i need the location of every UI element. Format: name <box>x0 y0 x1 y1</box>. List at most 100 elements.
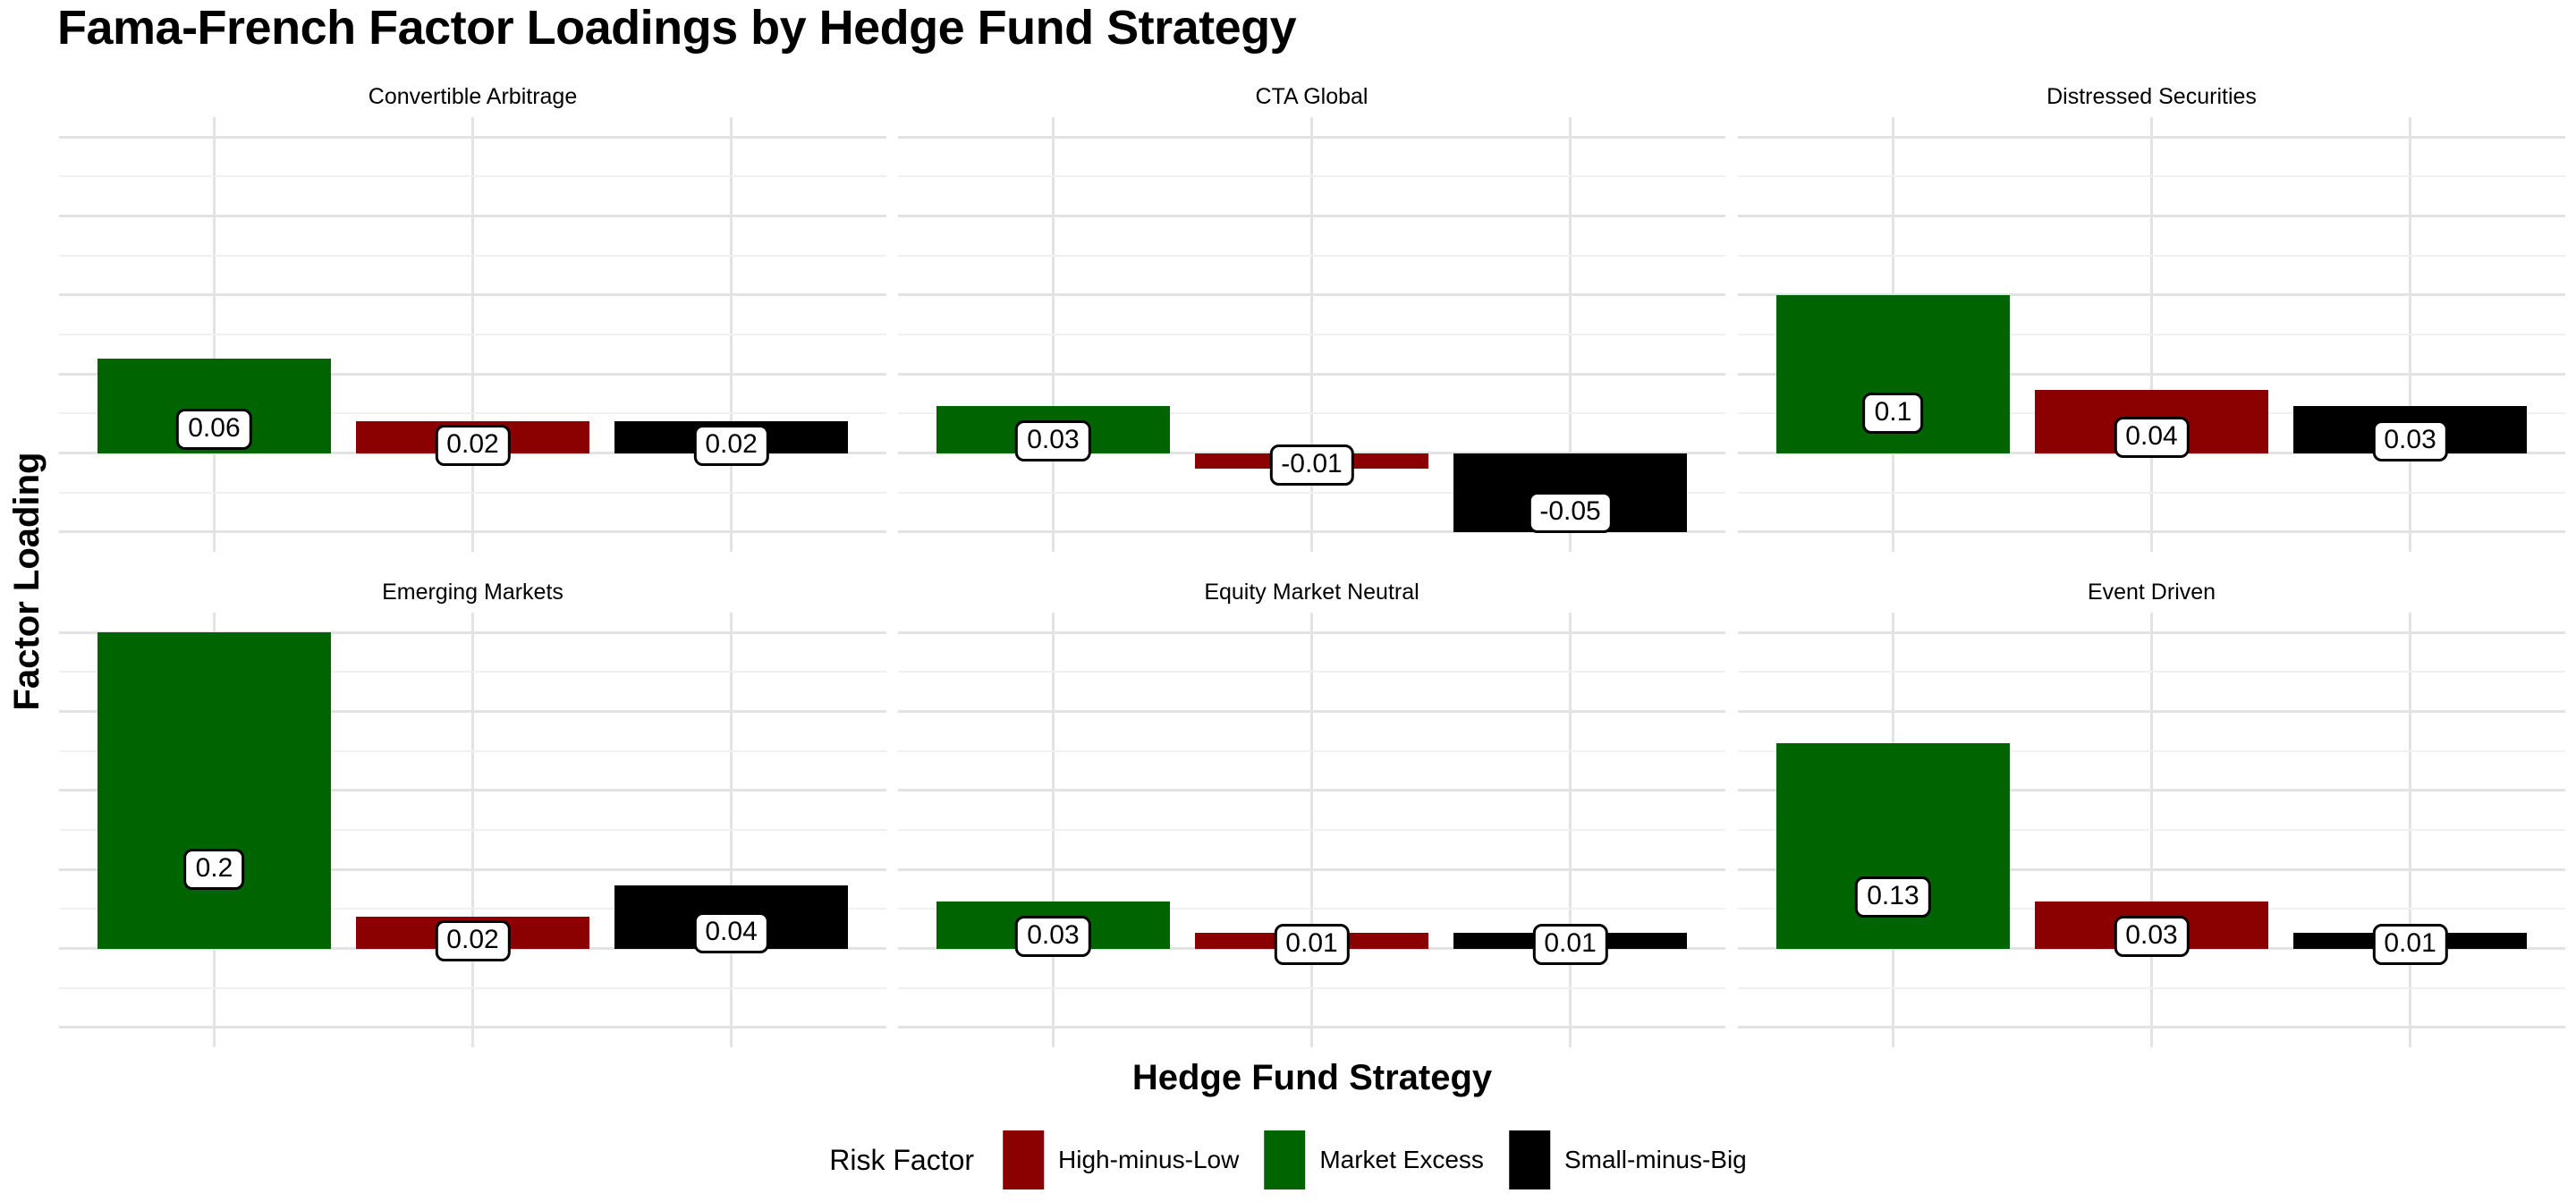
legend-title: Risk Factor <box>829 1143 975 1176</box>
gridline-major <box>898 530 1725 534</box>
facet-panel-distressed-securities: 0.1 0.04 0.03 <box>1738 117 2565 552</box>
facet-panel-emerging-markets: 0.2 0.02 0.04 <box>59 613 886 1047</box>
gridline-major <box>898 214 1725 217</box>
legend-swatch-small-minus-big <box>1508 1130 1550 1189</box>
legend-label: Market Excess <box>1319 1146 1484 1173</box>
gridline-minor <box>59 749 886 752</box>
gridline-minor <box>59 491 886 494</box>
gridline-major <box>59 789 886 792</box>
legend-item-small-minus-big: Small-minus-Big <box>1508 1130 1747 1189</box>
gridline-minor <box>1738 175 2565 178</box>
x-axis-title: Hedge Fund Strategy <box>1131 1058 1493 1097</box>
gridline-minor <box>898 254 1725 257</box>
bar-value-label: 0.1 <box>1862 393 1924 435</box>
facet-panel-convertible-arbitrage: 0.06 0.02 0.02 <box>59 117 886 552</box>
facet-title-equity-market-neutral: Equity Market Neutral <box>1204 580 1419 605</box>
gridline-minor <box>59 175 886 178</box>
gridline-major <box>898 135 1725 139</box>
gridline-minor <box>59 671 886 673</box>
gridline-major <box>1738 868 2565 871</box>
gridline-major <box>1738 1026 2565 1029</box>
bar-market-excess <box>97 632 331 949</box>
bar-value-label: 0.03 <box>2114 916 2190 958</box>
gridline-minor <box>1738 829 2565 831</box>
gridline-minor <box>1738 986 2565 989</box>
bar-value-label: 0.02 <box>435 919 511 961</box>
legend-swatch-market-excess <box>1264 1130 1306 1189</box>
bar-value-label: 0.03 <box>1015 420 1091 462</box>
facet-panel-cta-global: 0.03 -0.01 -0.05 <box>898 117 1725 552</box>
gridline-minor <box>59 829 886 831</box>
gridline-minor <box>1738 749 2565 752</box>
gridline-minor <box>898 334 1725 335</box>
gridline-major <box>59 214 886 217</box>
gridline-major <box>1738 214 2565 217</box>
bar-value-label: 0.01 <box>1274 924 1350 966</box>
gridline-major <box>59 530 886 534</box>
bar-value-label: 0.04 <box>693 911 769 953</box>
gridline-major <box>59 709 886 713</box>
gridline-major <box>898 1026 1725 1029</box>
facet-title-cta-global: CTA Global <box>1255 84 1368 109</box>
gridline-major <box>898 709 1725 713</box>
gridline-minor <box>898 986 1725 989</box>
gridline-major <box>59 868 886 871</box>
legend-item-market-excess: Market Excess <box>1264 1130 1484 1189</box>
gridline-major <box>1738 135 2565 139</box>
legend-item-high-minus-low: High-minus-Low <box>1003 1130 1239 1189</box>
bar-value-label: 0.2 <box>183 849 245 891</box>
gridline-major <box>59 293 886 297</box>
gridline-major <box>898 372 1725 376</box>
facet-panel-event-driven: 0.13 0.03 0.01 <box>1738 613 2565 1047</box>
gridline-minor <box>59 254 886 257</box>
gridline-minor <box>1738 254 2565 257</box>
legend-swatch-high-minus-low <box>1003 1130 1045 1189</box>
bar-value-label: 0.06 <box>176 409 252 451</box>
bar-value-label: 0.04 <box>2114 416 2190 458</box>
y-axis-title: Factor Loading <box>7 452 47 711</box>
bar-value-label: -0.01 <box>1269 444 1354 486</box>
gridline-minor <box>59 412 886 415</box>
gridline-major <box>1738 372 2565 376</box>
gridline-minor <box>59 334 886 335</box>
gridline-major <box>59 372 886 376</box>
gridline-major <box>898 293 1725 297</box>
gridline-minor <box>1738 671 2565 673</box>
gridline-major <box>1738 530 2565 534</box>
facet-title-convertible-arbitrage: Convertible Arbitrage <box>368 84 578 109</box>
legend-label: High-minus-Low <box>1058 1146 1240 1173</box>
gridline-minor <box>1738 491 2565 494</box>
bar-value-label: 0.03 <box>1015 916 1091 958</box>
facet-title-emerging-markets: Emerging Markets <box>382 580 564 605</box>
chart-title: Fama-French Factor Loadings by Hedge Fun… <box>57 1 1297 55</box>
gridline-minor <box>59 986 886 989</box>
bar-value-label: 0.02 <box>693 424 769 466</box>
bar-value-label: 0.01 <box>2372 924 2448 966</box>
legend: Risk Factor High-minus-Low Market Excess S… <box>829 1130 1747 1189</box>
gridline-major <box>898 631 1725 634</box>
gridline-major <box>898 868 1725 871</box>
facet-panel-equity-market-neutral: 0.03 0.01 0.01 <box>898 613 1725 1047</box>
gridline-major <box>1738 631 2565 634</box>
gridline-minor <box>898 829 1725 831</box>
bar-value-label: 0.03 <box>2372 420 2448 462</box>
gridline-minor <box>898 175 1725 178</box>
gridline-minor <box>59 908 886 910</box>
bar-value-label: 0.13 <box>1855 876 1931 918</box>
bar-value-label: 0.01 <box>1532 924 1608 966</box>
gridline-minor <box>898 671 1725 673</box>
facet-title-distressed-securities: Distressed Securities <box>2046 84 2257 109</box>
gridline-minor <box>898 412 1725 415</box>
gridline-minor <box>898 491 1725 494</box>
bar-value-label: -0.05 <box>1528 491 1613 533</box>
legend-label: Small-minus-Big <box>1563 1146 1747 1173</box>
gridline-minor <box>898 749 1725 752</box>
gridline-minor <box>898 908 1725 910</box>
gridline-minor <box>1738 334 2565 335</box>
gridline-major <box>1738 789 2565 792</box>
gridline-major <box>1738 709 2565 713</box>
gridline-major <box>59 135 886 139</box>
gridline-major <box>898 789 1725 792</box>
gridline-major <box>59 631 886 634</box>
